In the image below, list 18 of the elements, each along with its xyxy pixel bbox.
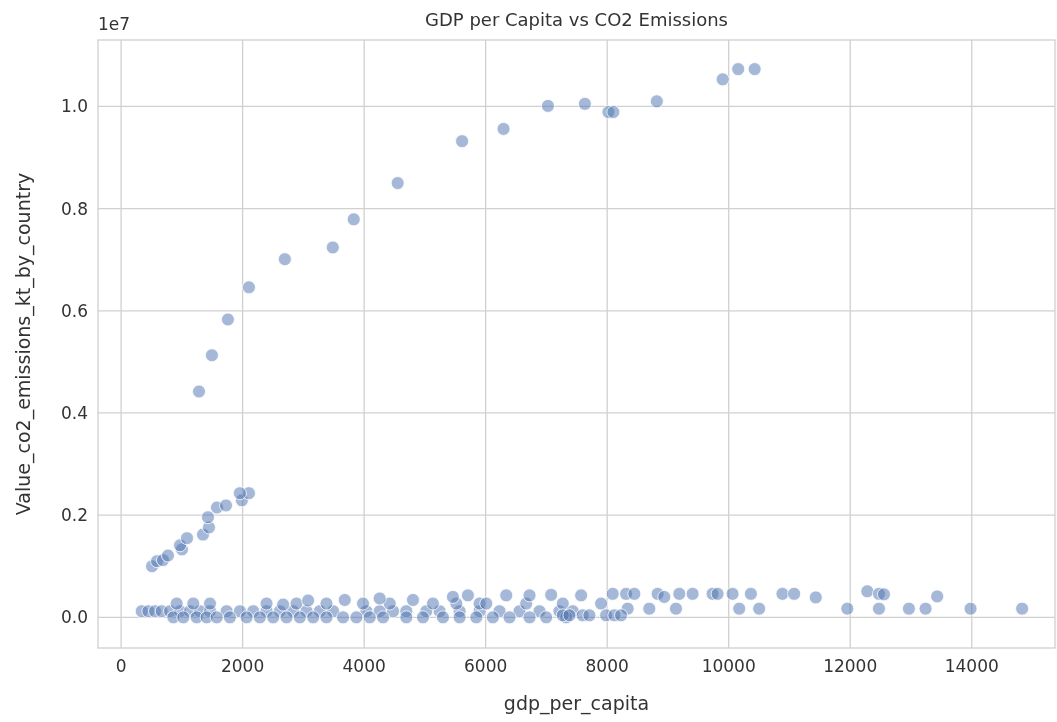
y-axis-title: Value_co2_emissions_kt_by_country (12, 172, 35, 516)
x-tick-label: 12000 (823, 656, 878, 676)
chart-title: GDP per Capita vs CO2 Emissions (425, 9, 728, 30)
y-tick-label: 0.0 (60, 607, 88, 628)
x-tick-label: 4000 (342, 656, 386, 676)
x-tick-label: 0 (115, 656, 127, 676)
text: 1e7 (98, 14, 131, 34)
y-tick-label: 0.2 (60, 505, 88, 526)
x-tick-label: 6000 (464, 656, 508, 676)
y-tick-label: 0.8 (60, 198, 88, 219)
x-tick-label: 10000 (701, 656, 756, 676)
y-tick-label: 1.0 (60, 96, 88, 117)
x-tick-label: 8000 (585, 656, 629, 676)
y-tick-label: 0.4 (60, 402, 88, 423)
y-tick-label: 0.6 (60, 300, 88, 321)
x-tick-label: 2000 (220, 656, 265, 676)
x-axis-title: gdp_per_capita (503, 692, 650, 715)
x-tick-label: 14000 (944, 656, 999, 676)
